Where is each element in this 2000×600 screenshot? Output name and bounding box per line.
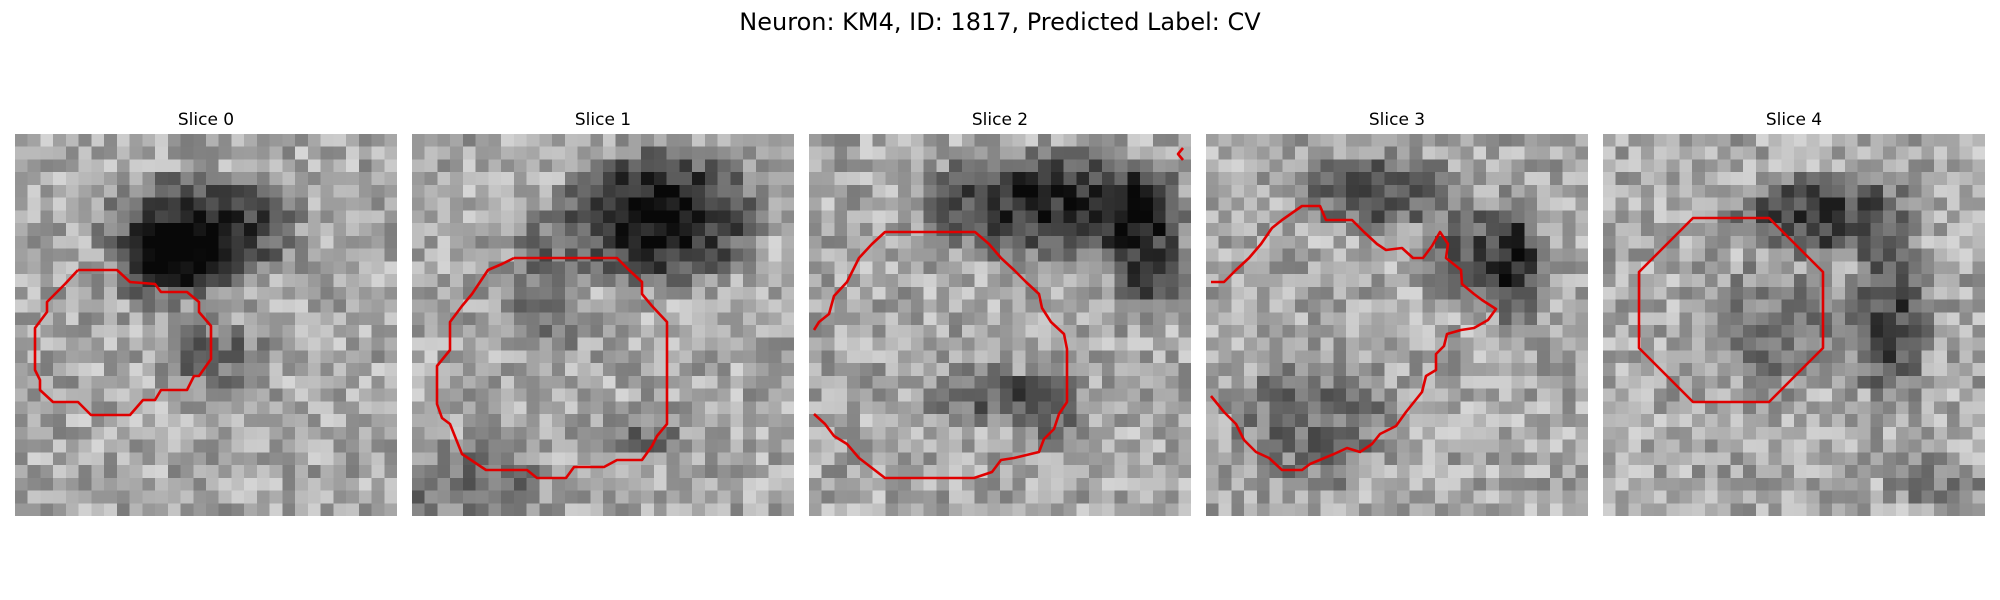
slice-0-image — [15, 134, 397, 516]
slice-4-title: Slice 4 — [1765, 110, 1823, 130]
figure-title: Neuron: KM4, ID: 1817, Predicted Label: … — [739, 8, 1261, 36]
slice-3-title: Slice 3 — [1368, 110, 1426, 130]
slice-1-micrograph — [412, 134, 794, 516]
slice-3-image — [1206, 134, 1588, 516]
slice-1-roi-contour — [435, 256, 669, 480]
slice-3-micrograph — [1206, 134, 1588, 516]
slice-2-image — [809, 134, 1191, 516]
slice-2-roi-contour — [812, 147, 1184, 480]
slice-0-micrograph — [15, 134, 397, 516]
slice-4-roi-contour — [1637, 216, 1825, 404]
slice-2-title: Slice 2 — [971, 110, 1029, 130]
slice-2-micrograph — [809, 134, 1191, 516]
slice-3-roi-contour — [1209, 204, 1498, 472]
slice-1-image — [412, 134, 794, 516]
slice-4-micrograph — [1603, 134, 1985, 516]
slice-0-title: Slice 0 — [177, 110, 235, 130]
slice-0-roi-contour — [33, 268, 213, 417]
slice-1-title: Slice 1 — [574, 110, 632, 130]
slice-4-image — [1603, 134, 1985, 516]
